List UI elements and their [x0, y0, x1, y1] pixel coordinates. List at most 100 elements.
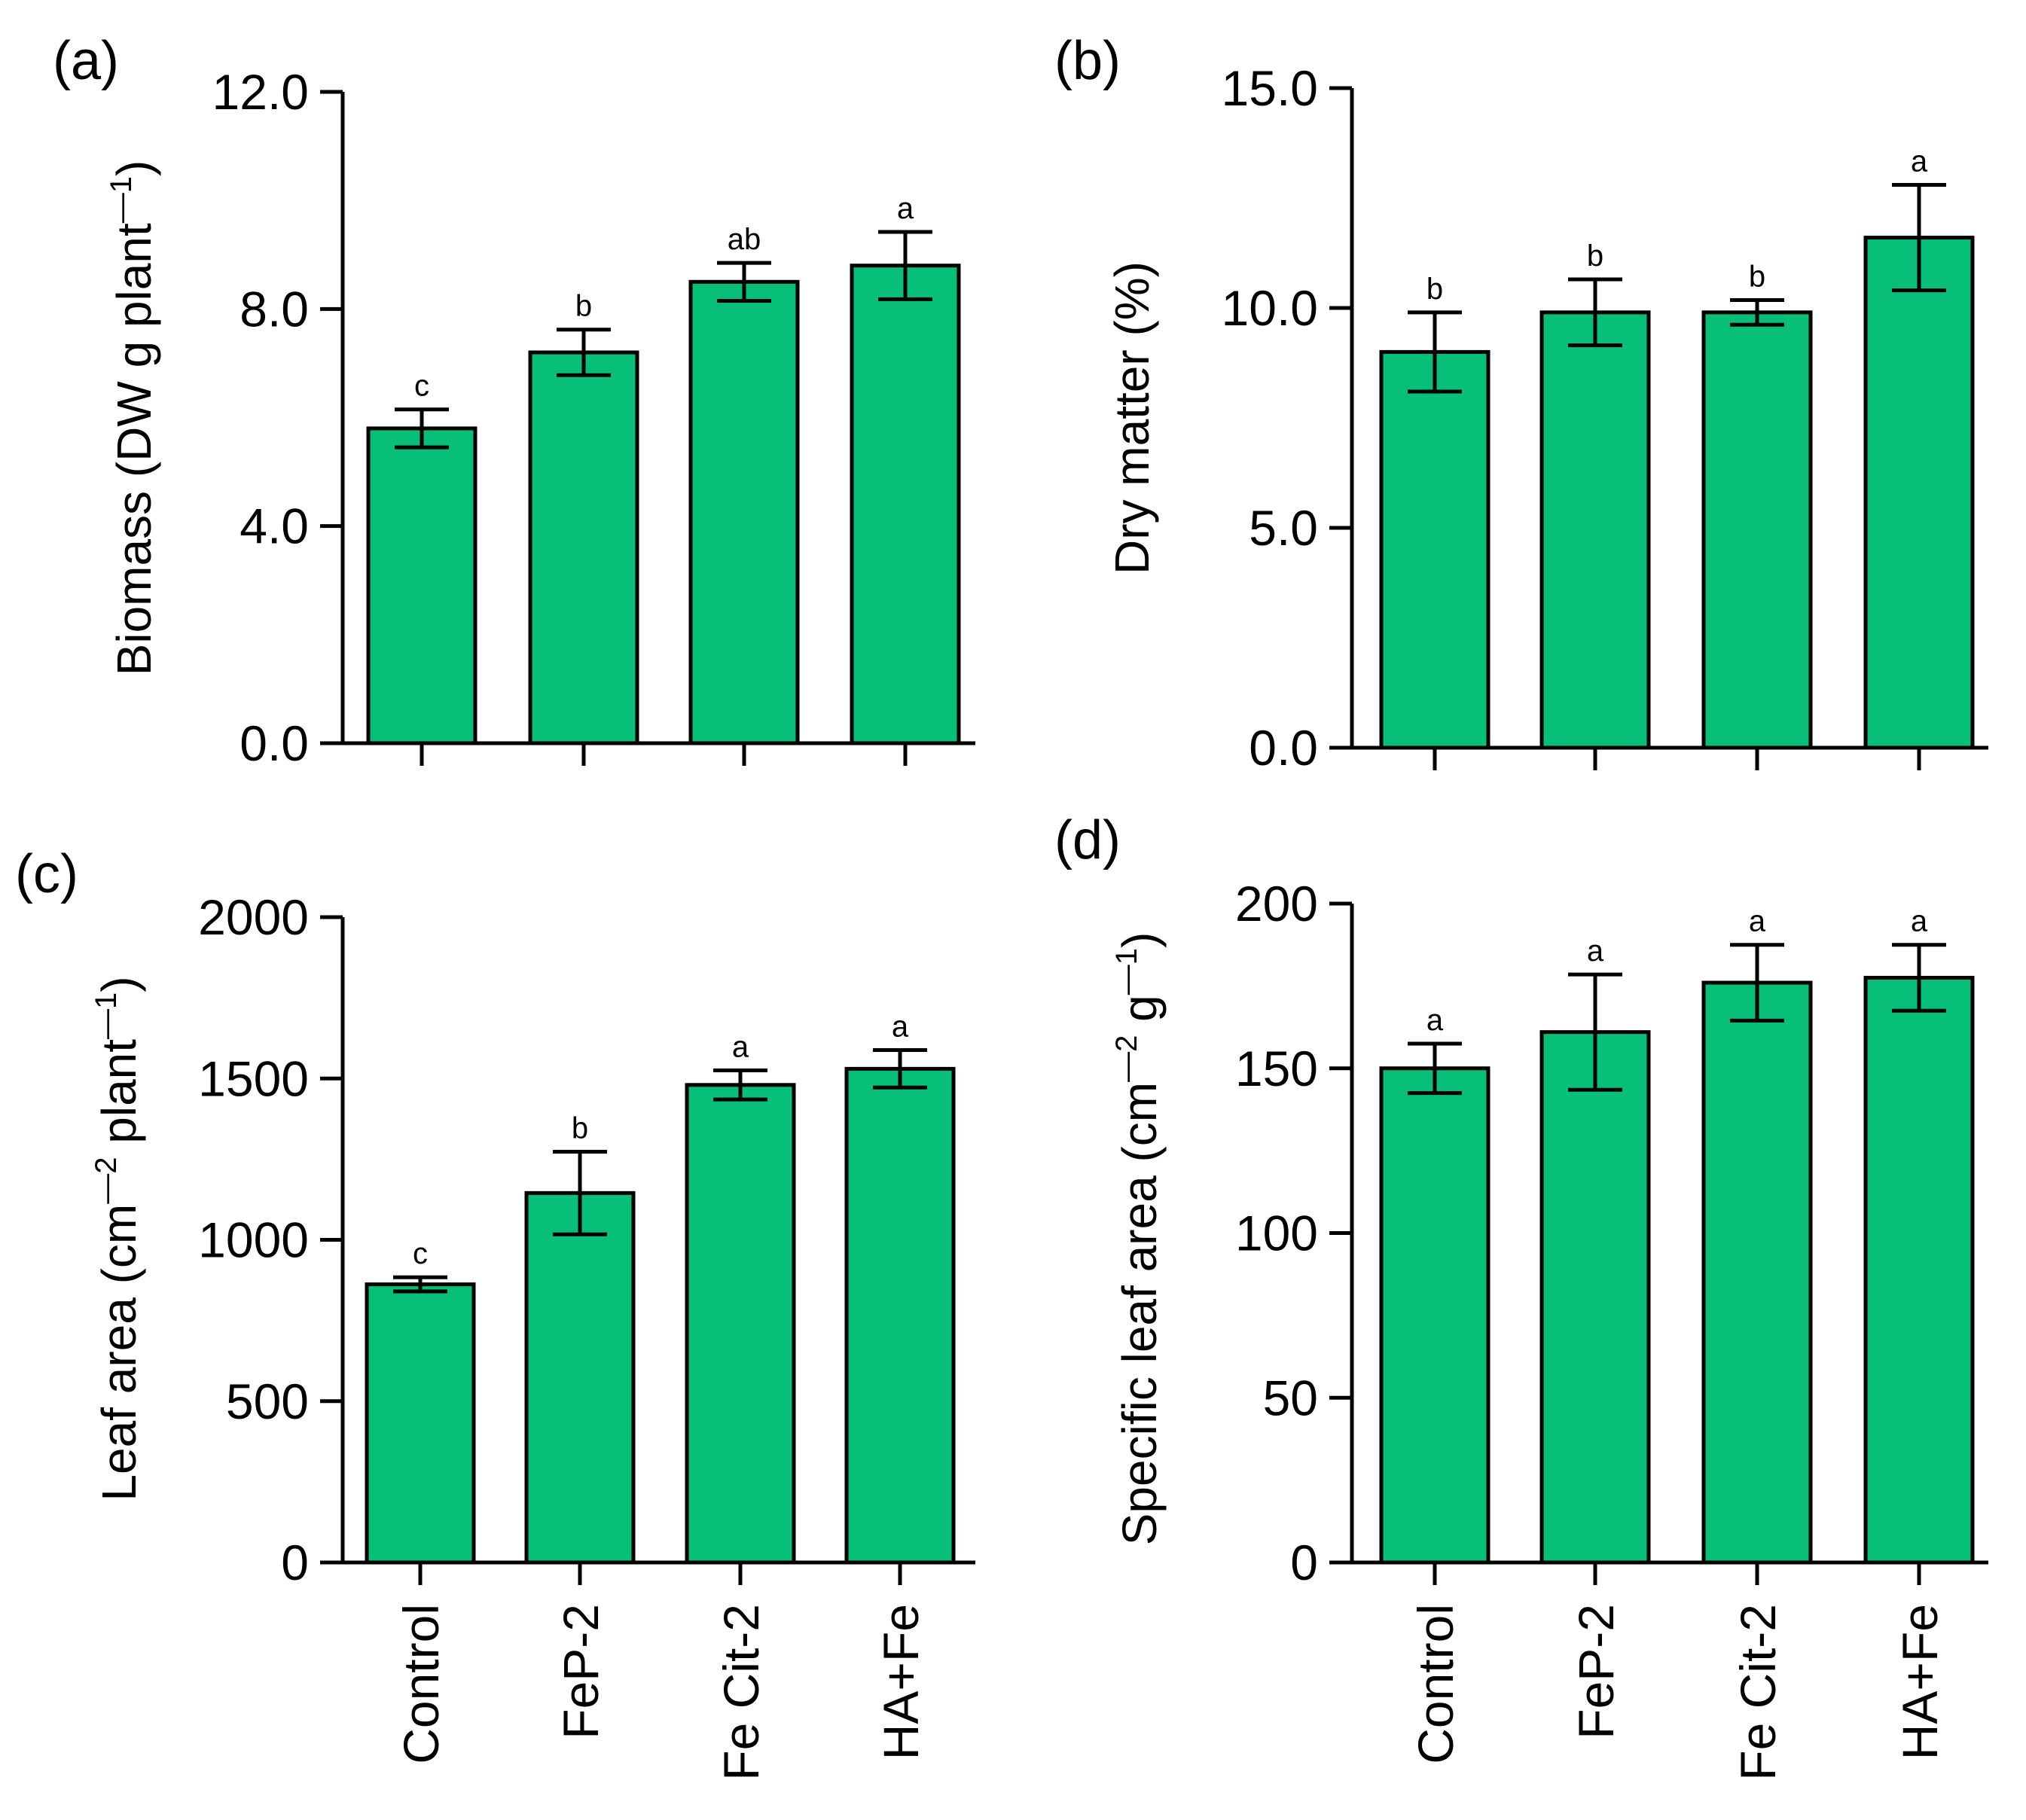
- bar-a-3: [850, 264, 961, 745]
- significance-label-b-3: a: [1911, 145, 1928, 178]
- bar-d-3: [1863, 975, 1975, 1565]
- bar-b-1: [1539, 310, 1651, 750]
- y-tick-label-d-1: 50: [1263, 1370, 1318, 1425]
- x-category-label-d-0: Control: [1408, 1604, 1463, 1764]
- y-tick-label-c-3: 1500: [198, 1050, 309, 1106]
- bar-c-2: [685, 1083, 796, 1565]
- x-category-label-c-1: FeP-2: [553, 1604, 609, 1739]
- panel-c-leaf-area: (c) c b a a 0 500 1000 1500 2000 Control FeP-2 Fe C…: [15, 844, 975, 1781]
- bar-b-3: [1863, 236, 1975, 750]
- y-tick-label-d-4: 200: [1235, 876, 1318, 931]
- error-bar-b-0: [1408, 310, 1462, 394]
- error-bar-a-3: [878, 230, 932, 301]
- bar-b-2: [1701, 310, 1813, 750]
- y-tick-label-a-3: 12.0: [212, 64, 309, 120]
- y-axis-title-sup-a: —1: [105, 176, 138, 223]
- panel-d-specific-leaf-area: (d) a a a a 0 50 100 150 200 Control FeP-2 Fe Cit-2…: [1054, 810, 1988, 1781]
- y-tick-label-a-0: 0.0: [240, 715, 309, 771]
- significance-label-c-3: a: [892, 1011, 909, 1044]
- y-tick-label-a-2: 8.0: [240, 281, 309, 337]
- y-tick-label-a-1: 4.0: [240, 498, 309, 554]
- bar-d-2: [1701, 980, 1813, 1565]
- panel-label-c: (c): [15, 844, 78, 904]
- significance-label-d-2: a: [1749, 905, 1766, 938]
- y-axis-title-d: Specific leaf area (cm—2 g—1): [1110, 932, 1167, 1546]
- y-axis-title-c: Leaf area (cm—2 plant—1): [90, 976, 146, 1501]
- error-bar-d-0: [1408, 1041, 1462, 1096]
- panel-a-biomass: (a) c b ab a 0.0 4.0 8.0 12.0 Biomass (DW g plan…: [53, 31, 975, 771]
- y-axis-title-tail-d: ): [1112, 932, 1167, 948]
- y-axis-title-sup2-d: —1: [1110, 948, 1143, 995]
- y-tick-label-c-1: 500: [226, 1373, 309, 1429]
- y-tick-label-c-0: 0: [281, 1535, 309, 1590]
- bar-c-0: [365, 1282, 476, 1565]
- bar-c-3: [844, 1066, 956, 1565]
- bar-a-0: [366, 426, 478, 745]
- significance-label-c-2: a: [732, 1031, 749, 1064]
- bar-d-1: [1539, 1030, 1651, 1565]
- y-axis-title-sup2-c: —1: [90, 992, 123, 1039]
- significance-label-c-1: b: [572, 1112, 588, 1145]
- significance-label-d-3: a: [1911, 905, 1928, 938]
- y-axis-title-tail-c: ): [92, 976, 146, 992]
- significance-label-d-0: a: [1426, 1004, 1444, 1037]
- y-axis-title-text-c: Leaf area (cm: [92, 1204, 146, 1501]
- y-tick-label-d-2: 100: [1235, 1206, 1318, 1261]
- y-tick-label-c-2: 1000: [198, 1212, 309, 1268]
- y-tick-label-d-0: 0: [1290, 1535, 1318, 1590]
- significance-label-a-0: c: [414, 370, 429, 403]
- error-bar-c-1: [553, 1150, 607, 1236]
- bar-a-2: [688, 279, 800, 745]
- y-axis-title-b: Dry matter (%): [1105, 261, 1159, 575]
- significance-label-a-3: a: [897, 192, 914, 225]
- significance-label-c-0: c: [413, 1237, 428, 1270]
- significance-label-b-2: b: [1749, 260, 1765, 293]
- panel-b-dry-matter: (b) b b b a 0.0 5.0 10.0 15.0 Dry matter (%): [1054, 31, 1988, 776]
- x-category-label-c-2: Fe Cit-2: [713, 1604, 769, 1781]
- y-tick-label-b-3: 15.0: [1222, 60, 1318, 116]
- error-bar-d-3: [1892, 943, 1946, 1013]
- bar-b-0: [1379, 349, 1491, 750]
- y-axis-title-mid-c: plant: [92, 1039, 146, 1157]
- y-tick-label-d-3: 150: [1235, 1041, 1318, 1096]
- significance-label-a-2: ab: [728, 223, 761, 256]
- bar-c-1: [524, 1190, 636, 1565]
- x-category-label-d-1: FeP-2: [1568, 1604, 1624, 1739]
- error-bar-c-2: [713, 1069, 767, 1102]
- y-tick-label-c-4: 2000: [198, 889, 309, 945]
- error-bar-b-3: [1892, 182, 1946, 293]
- error-bar-d-2: [1730, 943, 1784, 1023]
- error-bar-c-3: [873, 1048, 927, 1090]
- x-category-label-c-3: HA+Fe: [873, 1604, 929, 1760]
- y-axis-title-a: Biomass (DW g plant—1): [105, 160, 161, 676]
- error-bar-a-0: [395, 407, 449, 450]
- y-tick-label-b-1: 5.0: [1249, 500, 1318, 556]
- error-bar-b-1: [1568, 277, 1622, 348]
- significance-label-d-1: a: [1587, 934, 1604, 968]
- y-axis-title-sup-d: —2: [1110, 1035, 1143, 1082]
- x-category-label-d-3: HA+Fe: [1892, 1604, 1948, 1760]
- bar-a-1: [528, 350, 639, 745]
- error-bar-d-1: [1568, 972, 1622, 1092]
- bar-d-0: [1379, 1066, 1491, 1565]
- error-bar-c-0: [393, 1275, 447, 1294]
- panel-label-b: (b): [1054, 31, 1121, 91]
- error-bar-a-1: [557, 328, 611, 377]
- y-axis-title-text-d: Specific leaf area (cm: [1112, 1082, 1167, 1545]
- y-axis-title-text-b: Dry matter (%): [1105, 261, 1159, 575]
- panel-label-a: (a): [53, 31, 119, 91]
- y-axis-title-mid-d: g: [1112, 995, 1167, 1035]
- y-tick-label-b-0: 0.0: [1249, 720, 1318, 776]
- significance-label-a-1: b: [575, 290, 592, 323]
- y-axis-title-text-a: Biomass (DW g plant: [107, 223, 161, 675]
- significance-label-b-1: b: [1587, 239, 1603, 273]
- error-bar-b-2: [1730, 297, 1784, 327]
- y-axis-title-tail-a: ): [107, 160, 161, 176]
- x-category-label-c-0: Control: [393, 1604, 449, 1764]
- panel-label-d: (d): [1054, 810, 1121, 870]
- significance-label-b-0: b: [1426, 273, 1443, 306]
- x-category-label-d-2: Fe Cit-2: [1730, 1604, 1786, 1781]
- error-bar-a-2: [717, 261, 771, 303]
- y-axis-title-sup-c: —2: [90, 1157, 123, 1204]
